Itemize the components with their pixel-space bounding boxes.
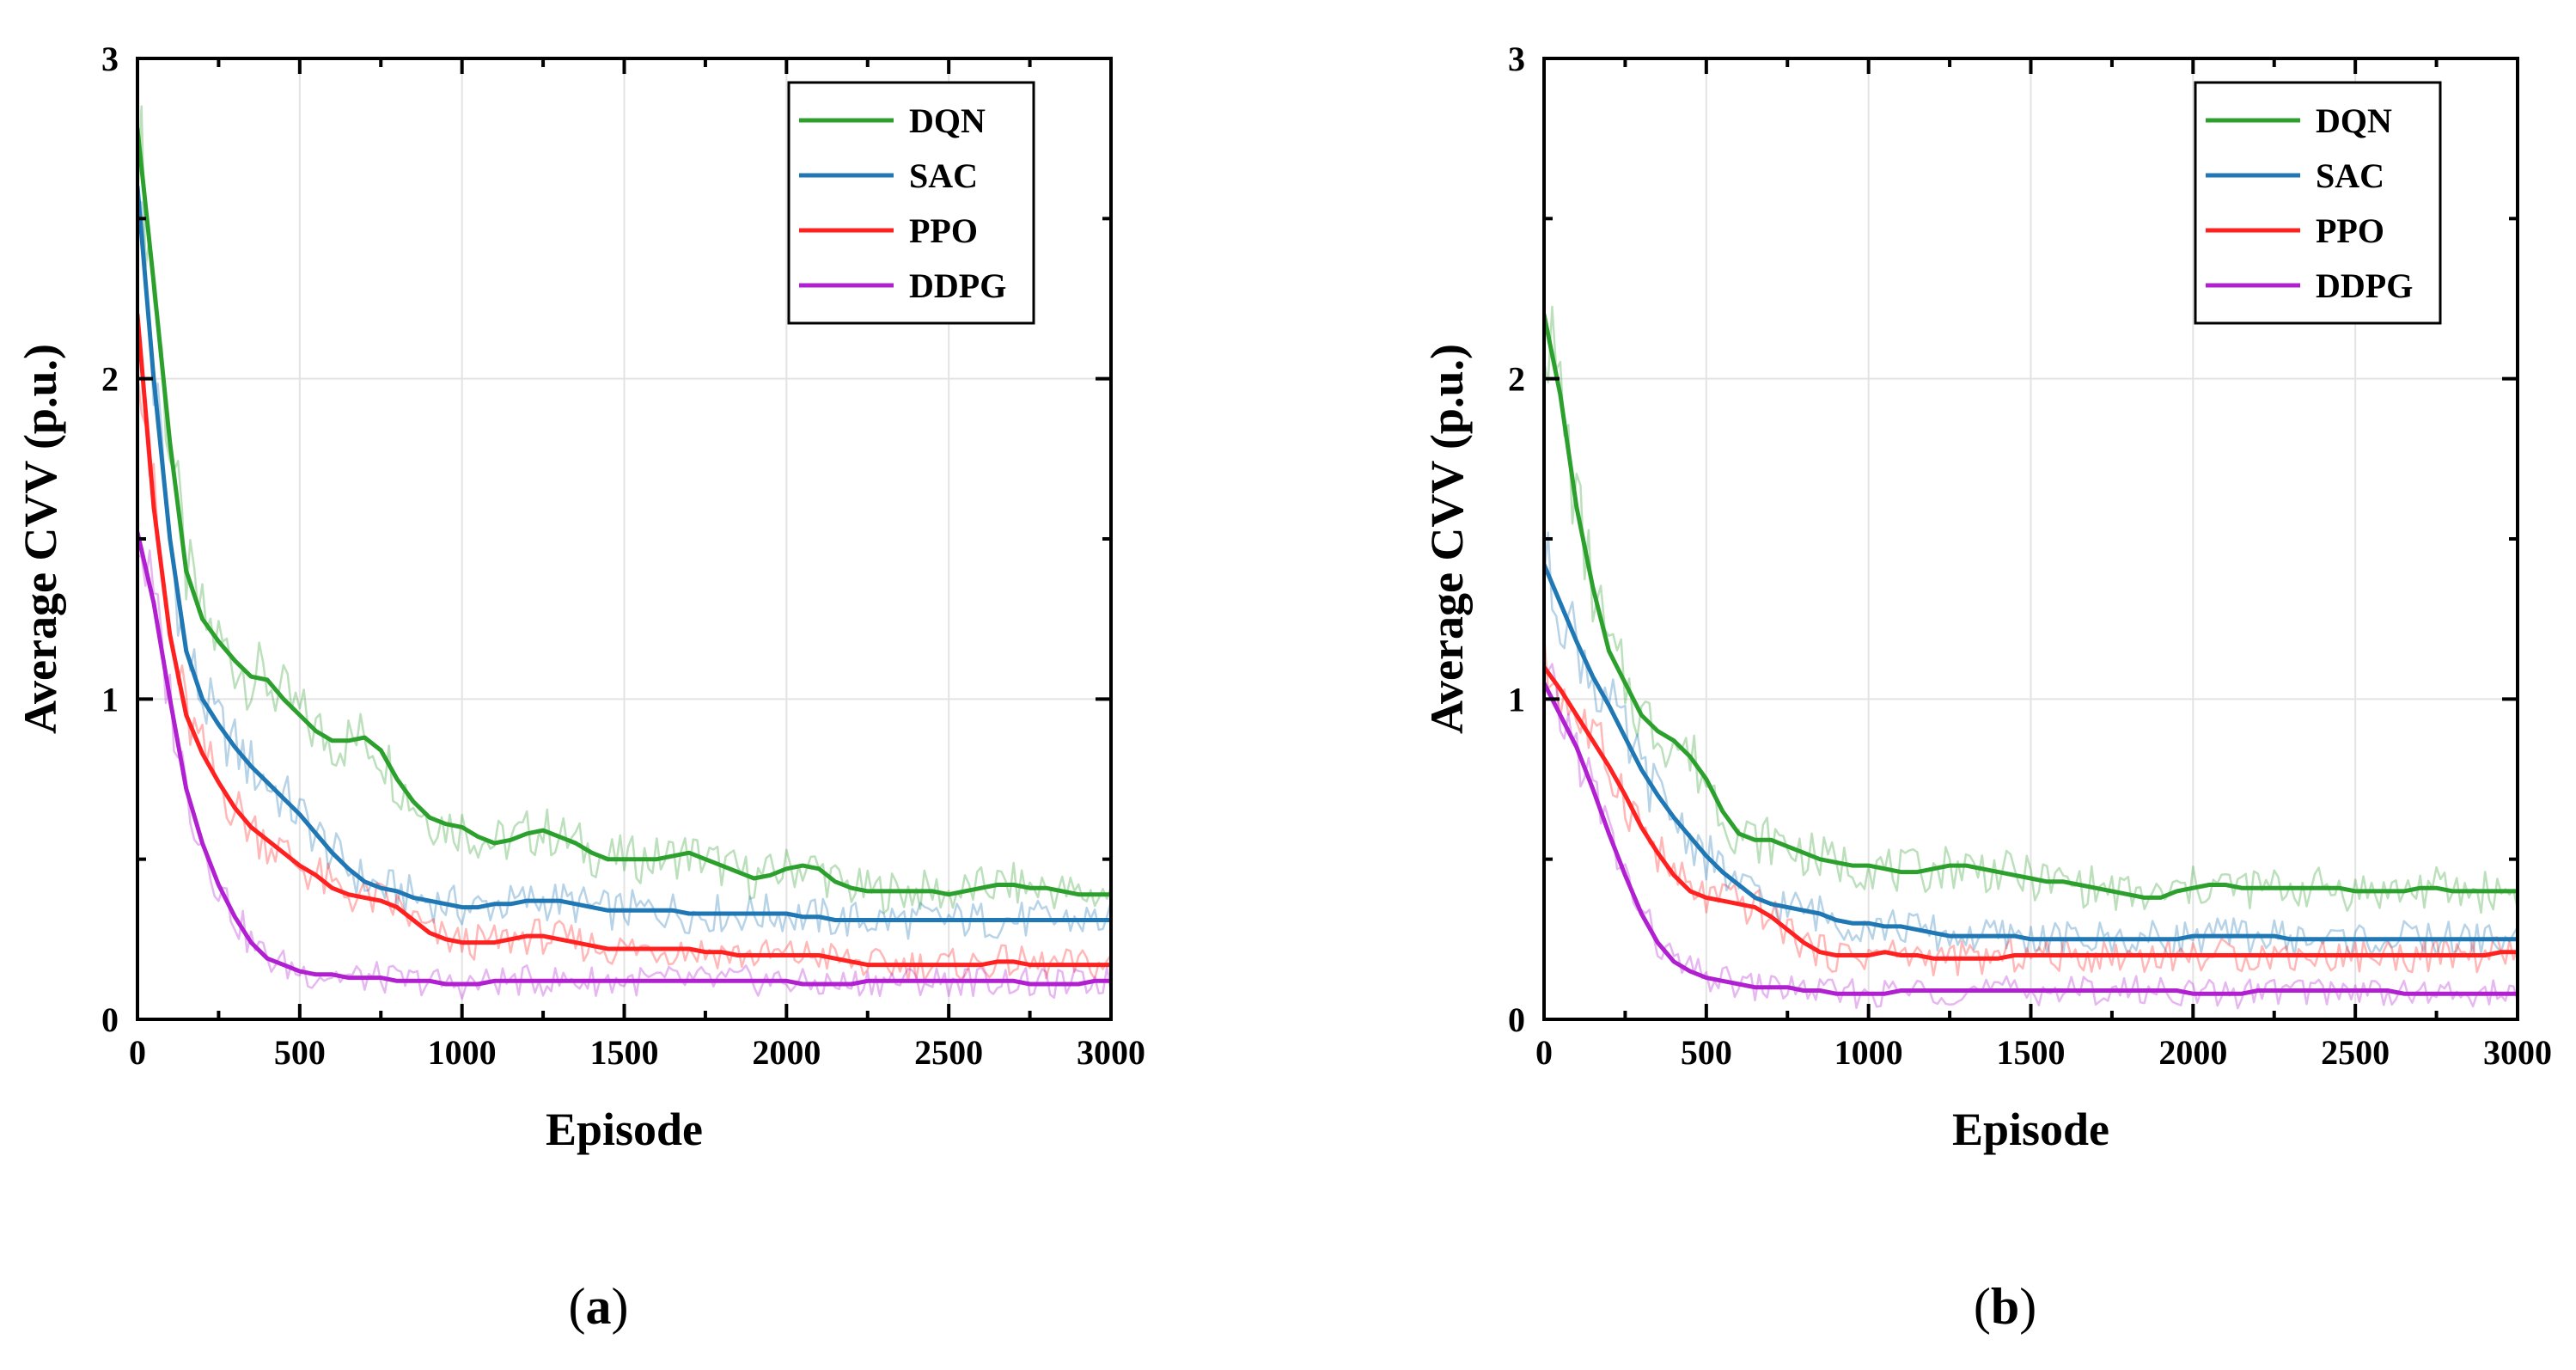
x-tick-label: 0: [1535, 1033, 1553, 1072]
legend-label-sac: SAC: [909, 156, 978, 195]
legend: DQN SAC PPO DDPG: [2194, 81, 2442, 325]
y-tick-label: 3: [101, 40, 119, 78]
y-tick-label: 0: [101, 1000, 119, 1039]
y-tick-label: 2: [1508, 360, 1525, 399]
legend-box: [787, 81, 1035, 325]
y-tick-label: 1: [101, 680, 119, 719]
series-dqn-line: [1544, 312, 2518, 900]
series-ppo-line: [1544, 664, 2518, 961]
x-tick-label: 3000: [2483, 1033, 2552, 1072]
series-sac-raw-trace: [1544, 531, 2518, 958]
x-tick-label: 3000: [1077, 1033, 1145, 1072]
series-sac-line: [1544, 562, 2518, 942]
series-dqn-raw-trace: [1544, 305, 2518, 914]
x-tick-label: 1000: [1834, 1033, 1903, 1072]
y-axis-title: Average CVV (p.u.): [15, 344, 66, 734]
panel-label: (b): [1974, 1278, 2036, 1335]
y-tick-label: 1: [1508, 680, 1525, 719]
plot-area: [1544, 305, 2518, 1010]
x-tick-label: 1500: [1997, 1033, 2066, 1072]
series-dqn-line: [137, 126, 1111, 897]
series-ppo-raw-trace: [137, 373, 1111, 982]
y-tick-label: 0: [1508, 1000, 1525, 1039]
x-tick-label: 2500: [914, 1033, 983, 1072]
chart-panel-a: 0 500 1000 1500 2000 2500 3000 0 1 2 3 Episode Avera…: [15, 40, 1145, 1335]
series-ddpg-line: [1544, 681, 2518, 996]
legend-label-ddpg: DDPG: [909, 266, 1006, 305]
x-tick-label: 500: [274, 1033, 326, 1072]
series-ddpg-line: [137, 530, 1111, 987]
x-tick-label: 1500: [590, 1033, 659, 1072]
x-tick-label: 1000: [428, 1033, 497, 1072]
legend-label-ddpg: DDPG: [2316, 266, 2413, 305]
plot-area: [137, 105, 1111, 1000]
panel-label: (a): [569, 1278, 629, 1335]
legend-label-dqn: DQN: [2316, 101, 2392, 140]
legend-label-ppo: PPO: [2316, 211, 2384, 250]
x-tick-label: 2500: [2321, 1033, 2390, 1072]
x-tick-label: 0: [129, 1033, 146, 1072]
legend: DQN SAC PPO DDPG: [787, 81, 1035, 325]
series-ddpg-raw-trace: [137, 549, 1111, 1000]
series-sac-raw-trace: [137, 200, 1111, 940]
x-tick-label: 2000: [752, 1033, 821, 1072]
chart-panel-b: 0 500 1000 1500 2000 2500 3000 0 1 2 3 Episode Avera…: [1421, 40, 2552, 1335]
legend-box: [2194, 81, 2442, 325]
y-tick-label: 2: [101, 360, 119, 399]
series-ppo-raw-trace: [1544, 635, 2518, 976]
legend-label-ppo: PPO: [909, 211, 978, 250]
x-tick-label: 500: [1681, 1033, 1732, 1072]
y-axis-title: Average CVV (p.u.): [1421, 344, 1473, 734]
legend-label-sac: SAC: [2316, 156, 2384, 195]
series-sac-line: [137, 184, 1111, 922]
series-ppo-line: [137, 312, 1111, 968]
x-axis-title: Episode: [546, 1104, 703, 1155]
x-axis-title: Episode: [1952, 1104, 2109, 1155]
legend-label-dqn: DQN: [909, 101, 986, 140]
y-tick-label: 3: [1508, 40, 1525, 78]
series-dqn-raw-trace: [137, 105, 1111, 914]
x-tick-label: 2000: [2158, 1033, 2227, 1072]
